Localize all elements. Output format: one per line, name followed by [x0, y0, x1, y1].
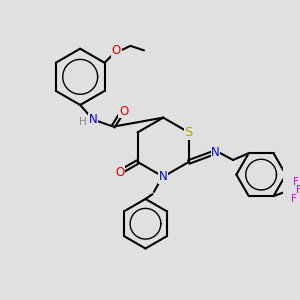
- Text: F: F: [291, 194, 297, 204]
- Text: N: N: [88, 113, 97, 126]
- Text: O: O: [112, 44, 121, 57]
- Text: F: F: [292, 177, 298, 187]
- Text: N: N: [159, 170, 168, 183]
- Text: F: F: [296, 185, 300, 195]
- Text: O: O: [119, 105, 128, 118]
- Text: N: N: [211, 146, 220, 159]
- Text: H: H: [80, 117, 87, 128]
- Text: S: S: [184, 126, 193, 139]
- Text: O: O: [116, 166, 125, 178]
